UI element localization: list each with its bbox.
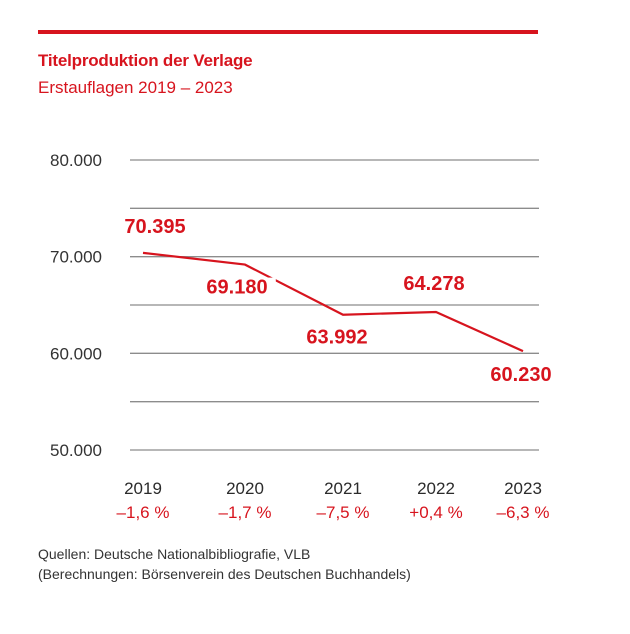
change-label: +0,4 %: [409, 503, 462, 522]
source-line-2: (Berechnungen: Börsenverein des Deutsche…: [38, 566, 411, 582]
chart-subtitle: Erstauflagen 2019 – 2023: [38, 78, 233, 97]
data-label-bg: [395, 273, 473, 294]
x-tick-label: 2019: [124, 479, 162, 498]
data-label-bg: [298, 327, 376, 348]
x-tick-label: 2022: [417, 479, 455, 498]
source-line-1: Quellen: Deutsche Nationalbibliografie, …: [38, 546, 311, 562]
gridlines: [130, 159, 539, 451]
change-label: –1,7 %: [219, 503, 272, 522]
data-label: 70.395: [124, 216, 185, 238]
change-labels: –1,6 % –1,7 % –7,5 % +0,4 % –6,3 %: [117, 503, 550, 522]
x-tick-label: 2023: [504, 479, 542, 498]
change-label: –7,5 %: [317, 503, 370, 522]
data-label: 69.180: [206, 277, 267, 299]
change-label: –6,3 %: [497, 503, 550, 522]
x-tick-label: 2020: [226, 479, 264, 498]
y-tick-label: 80.000: [50, 151, 102, 170]
data-label-bg: [198, 277, 276, 298]
top-accent-bar: [38, 30, 538, 34]
data-label: 60.230: [490, 364, 551, 386]
source-note: Quellen: Deutsche Nationalbibliografie, …: [38, 544, 411, 584]
x-tick-label: 2021: [324, 479, 362, 498]
data-label-bg: [482, 365, 560, 386]
data-labels: 70.395 69.180 63.992 64.278 60.230: [116, 216, 560, 386]
y-axis-ticks: 50.000 60.000 70.000 80.000: [50, 151, 102, 460]
y-tick-label: 50.000: [50, 441, 102, 460]
x-axis-ticks: 2019 2020 2021 2022 2023: [124, 479, 542, 498]
change-label: –1,6 %: [117, 503, 170, 522]
series-line: [142, 251, 524, 353]
data-label: 63.992: [306, 327, 367, 349]
y-tick-label: 70.000: [50, 248, 102, 267]
data-label: 64.278: [403, 273, 464, 295]
series-line-erstauflagen: [142, 251, 524, 353]
data-label-bg: [116, 216, 194, 237]
chart-title: Titelproduktion der Verlage: [38, 51, 253, 70]
y-tick-label: 60.000: [50, 344, 102, 363]
